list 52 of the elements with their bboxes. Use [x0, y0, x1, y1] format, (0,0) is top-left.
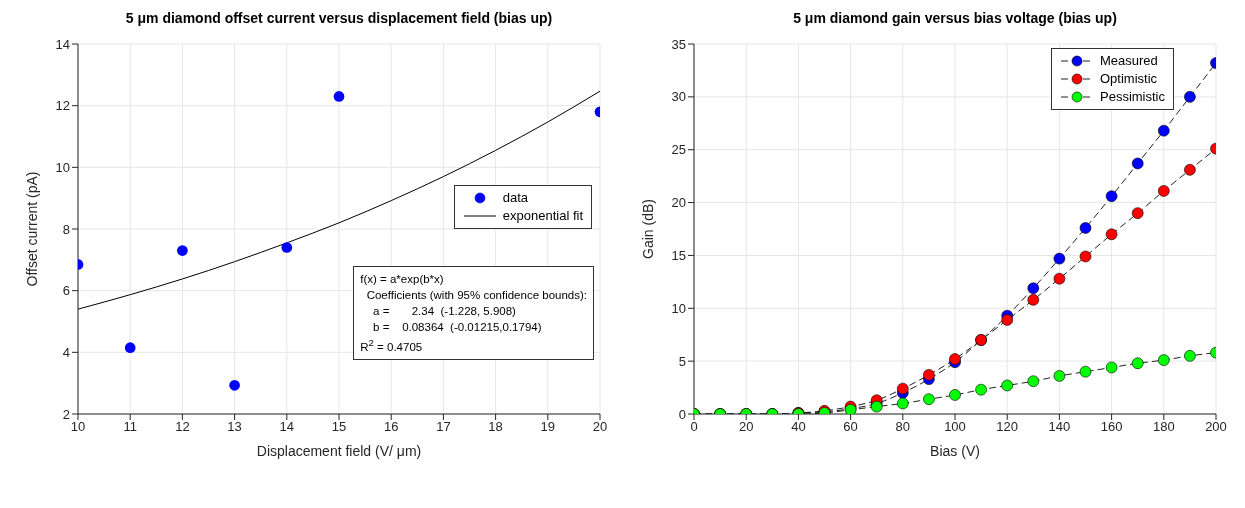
x-tick-label: 14	[279, 419, 295, 435]
x-tick-label: 60	[843, 419, 858, 435]
y-tick-label: 10	[55, 159, 70, 175]
legend-label: Pessimistic	[1099, 88, 1165, 106]
x-tick-label: 18	[488, 419, 503, 435]
y-tick-label: 20	[671, 195, 686, 211]
legend-label: Optimistic	[1099, 70, 1158, 88]
x-tick-label: 13	[227, 419, 242, 435]
x-tick-label: 160	[1100, 419, 1123, 435]
y-tick-label: 14	[55, 36, 70, 52]
y-tick-label: 4	[62, 344, 70, 360]
y-axis-title: Offset current (pA)	[23, 171, 40, 287]
x-tick-label: 100	[944, 419, 966, 435]
y-tick-label: 25	[671, 142, 686, 158]
y-tick-label: 12	[55, 98, 70, 114]
annotation: a = 2.34 (-1.228, 5.908)	[372, 304, 517, 319]
x-tick-label: 0	[690, 419, 698, 435]
y-tick-label: 5	[678, 353, 686, 369]
legend-label: exponential fit	[502, 206, 583, 225]
x-tick-label: 20	[592, 419, 608, 435]
y-axis-title: Gain (dB)	[639, 199, 656, 259]
x-tick-label: 20	[738, 419, 754, 435]
y-tick-label: 2	[62, 406, 70, 422]
x-tick-label: 15	[331, 419, 347, 435]
x-tick-label: 17	[436, 419, 451, 435]
x-tick-label: 80	[895, 419, 911, 435]
y-tick-label: 6	[62, 283, 70, 299]
legend-label: Measured	[1099, 52, 1158, 70]
y-tick-label: 30	[671, 89, 686, 105]
annotation: R$^{2}$ = 0.4705	[360, 336, 424, 355]
y-tick-label: 15	[671, 248, 686, 264]
x-tick-label: 16	[383, 419, 399, 435]
annotation: Coefficients (with 95% confidence bounds):	[365, 288, 587, 303]
x-tick-label: 120	[996, 419, 1019, 435]
x-tick-label: 40	[791, 419, 806, 435]
x-tick-label: 12	[175, 419, 190, 435]
x-tick-label: 140	[1048, 419, 1071, 435]
legend-label: data	[502, 188, 529, 207]
y-tick-label: 0	[678, 406, 686, 422]
y-tick-label: 8	[62, 221, 70, 237]
x-tick-label: 200	[1205, 419, 1227, 435]
x-tick-label: 180	[1152, 419, 1175, 435]
chart-title: 5 μm diamond offset current versus displacement field (bias up)	[124, 10, 554, 26]
y-tick-label: 35	[671, 36, 686, 52]
y-tick-label: 10	[671, 300, 686, 316]
x-tick-label: 19	[540, 419, 556, 435]
chart-title: 5 μm diamond gain versus bias voltage (bias up)	[792, 10, 1118, 26]
x-axis-title: Displacement field (V/ μm)	[256, 443, 422, 459]
annotation: b = 0.08364 (-0.01215,0.1794)	[372, 320, 543, 335]
x-tick-label: 11	[123, 419, 137, 435]
x-axis-title: Bias (V)	[930, 443, 980, 459]
annotation: f(x) = a*exp(b*x)	[360, 272, 445, 287]
